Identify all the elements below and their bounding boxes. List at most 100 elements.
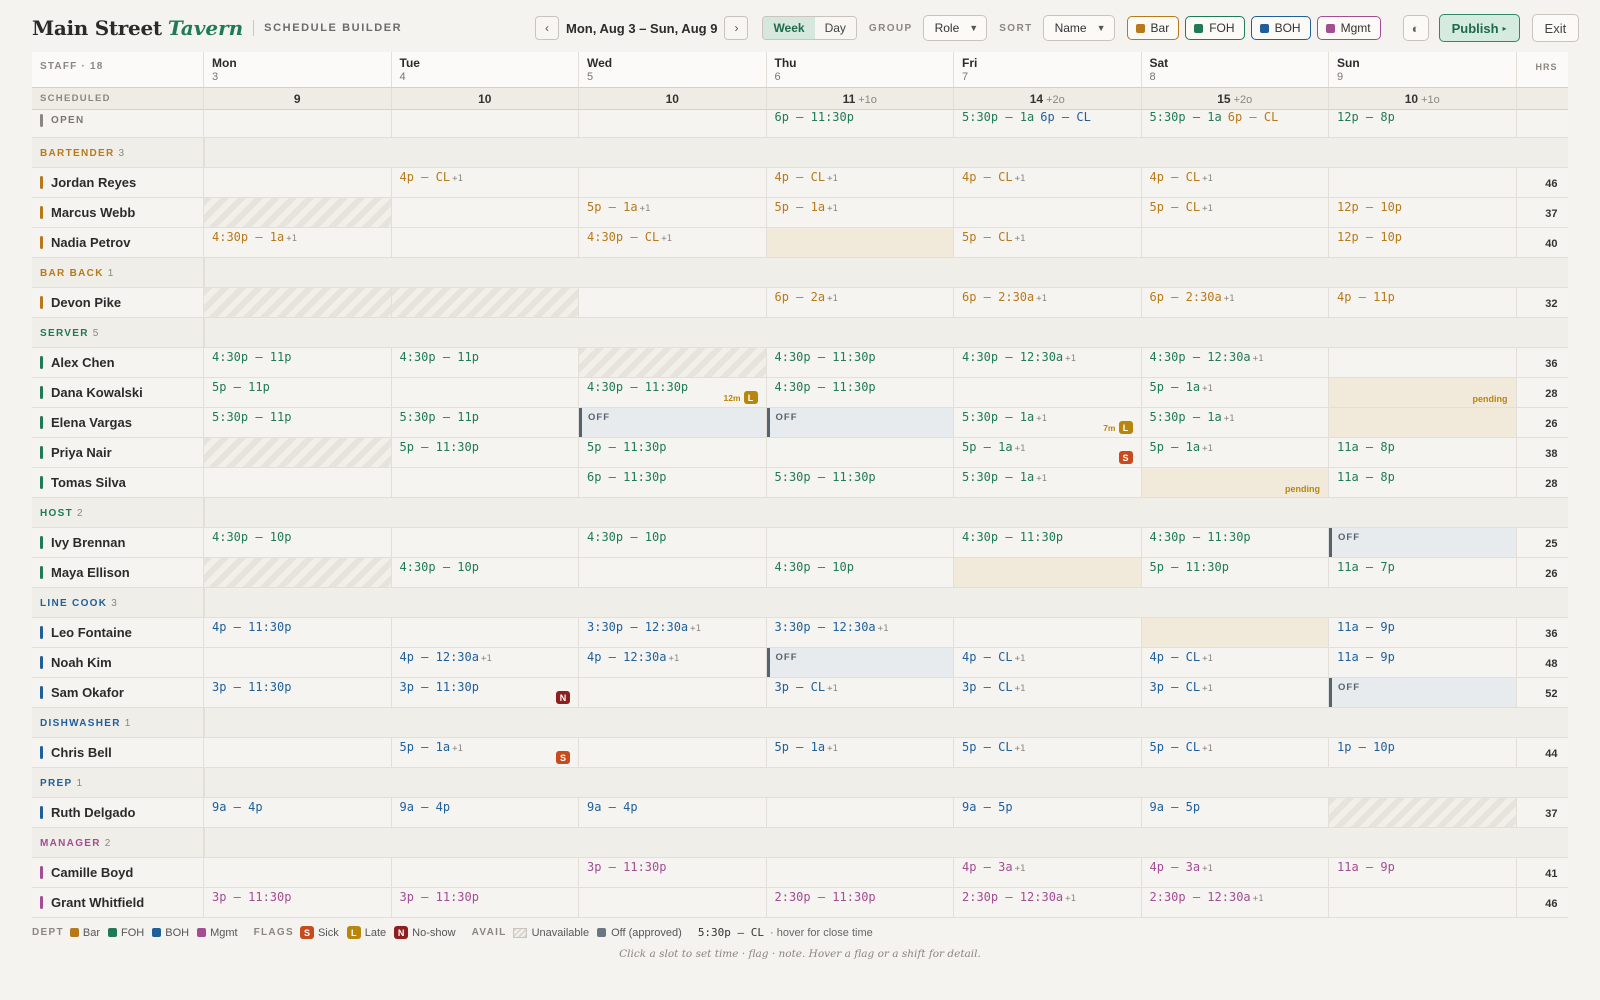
shift-time[interactable]: 2:30p – 12:30a +1 <box>962 890 1076 904</box>
open-shift-cell[interactable] <box>391 110 579 137</box>
shift-slot[interactable]: 3p – 11:30p N <box>391 678 579 707</box>
shift-time[interactable]: 5p – 1a +1 <box>962 440 1025 454</box>
shift-slot[interactable]: OFF <box>579 408 767 437</box>
shift-slot[interactable]: 11a – 8p <box>1329 438 1517 467</box>
shift-time[interactable]: 3p – CL +1 <box>962 680 1025 694</box>
shift-slot[interactable]: 3p – CL +1 <box>1141 678 1329 707</box>
shift-slot[interactable]: 5p – 11:30p <box>579 438 767 467</box>
shift-time[interactable]: 4p – CL +1 <box>775 170 838 184</box>
employee-name-cell[interactable]: Ruth Delgado <box>32 798 204 827</box>
filter-chip-mgmt[interactable]: Mgmt <box>1316 16 1381 40</box>
shift-slot[interactable]: 4:30p – 1a +1 <box>204 228 392 257</box>
shift-slot[interactable]: 5:30p – 1a +1 <box>954 468 1142 497</box>
shift-slot[interactable]: 5p – CL +1 <box>954 228 1142 257</box>
view-day-button[interactable]: Day <box>814 17 856 39</box>
employee-name-cell[interactable]: Jordan Reyes <box>32 168 204 197</box>
shift-time[interactable]: 12p – 10p <box>1337 230 1402 244</box>
shift-slot[interactable]: 5p – 1a +1 S <box>954 438 1142 467</box>
shift-slot[interactable]: 4:30p – 12:30a +1 <box>954 348 1142 377</box>
employee-name-cell[interactable]: Nadia Petrov <box>32 228 204 257</box>
shift-slot[interactable] <box>954 198 1142 227</box>
group-select[interactable]: Role ▼ <box>922 15 988 41</box>
shift-slot[interactable]: 4:30p – 11:30p <box>1141 528 1329 557</box>
shift-slot[interactable]: 2:30p – 12:30a +1 <box>1141 888 1329 917</box>
shift-time[interactable]: 3p – CL +1 <box>775 680 838 694</box>
shift-time[interactable]: 4p – 3a +1 <box>962 860 1025 874</box>
employee-name-cell[interactable]: Grant Whitfield <box>32 888 204 917</box>
employee-name-cell[interactable]: Priya Nair <box>32 438 204 467</box>
shift-time[interactable]: 3p – 11:30p <box>587 860 666 874</box>
open-shift-cell[interactable]: 12p – 8p <box>1329 110 1517 137</box>
shift-time[interactable]: 6p – 2a +1 <box>775 290 838 304</box>
employee-name-cell[interactable]: Ivy Brennan <box>32 528 204 557</box>
shift-time[interactable]: 4:30p – 11:30p <box>1150 530 1251 544</box>
shift-time[interactable]: 3:30p – 12:30a +1 <box>775 620 889 634</box>
shift-time[interactable]: 4p – CL +1 <box>962 170 1025 184</box>
shift-slot[interactable] <box>1329 348 1517 377</box>
employee-name-cell[interactable]: Tomas Silva <box>32 468 204 497</box>
shift-time[interactable]: 9a – 4p <box>587 800 638 814</box>
shift-time[interactable]: 6p – 2:30a +1 <box>962 290 1047 304</box>
shift-slot[interactable]: 4p – 11p <box>1329 288 1517 317</box>
shift-slot[interactable]: 5p – 1a +1 <box>766 738 954 767</box>
shift-slot[interactable]: 4:30p – 11:30p L 12m <box>579 378 767 407</box>
shift-time[interactable]: 5:30p – 1a +1 <box>1150 410 1235 424</box>
shift-time[interactable]: 3:30p – 12:30a +1 <box>587 620 701 634</box>
shift-slot[interactable]: 3p – CL +1 <box>766 678 954 707</box>
shift-slot[interactable] <box>1329 888 1517 917</box>
shift-time[interactable]: 5:30p – 11:30p <box>775 470 876 484</box>
employee-name-cell[interactable]: Alex Chen <box>32 348 204 377</box>
shift-slot[interactable] <box>1141 228 1329 257</box>
shift-time[interactable]: 12p – 10p <box>1337 200 1402 214</box>
shift-slot[interactable]: 6p – 2:30a +1 <box>954 288 1142 317</box>
shift-slot[interactable] <box>204 198 392 227</box>
shift-time[interactable]: 4p – CL +1 <box>400 170 463 184</box>
shift-slot[interactable]: 5p – 11:30p <box>1141 558 1329 587</box>
late-flag-icon[interactable]: L <box>743 391 758 404</box>
employee-name-cell[interactable]: Dana Kowalski <box>32 378 204 407</box>
shift-slot[interactable]: 4:30p – 11:30p <box>954 528 1142 557</box>
shift-time[interactable]: 5:30p – 11p <box>212 410 291 424</box>
shift-slot[interactable] <box>1329 408 1517 437</box>
shift-slot[interactable]: 4p – 3a +1 <box>954 858 1142 887</box>
shift-time[interactable]: 9a – 5p <box>1150 800 1201 814</box>
shift-slot[interactable]: 5p – CL +1 <box>954 738 1142 767</box>
shift-slot[interactable]: 12p – 10p <box>1329 198 1517 227</box>
shift-slot[interactable] <box>391 378 579 407</box>
shift-time[interactable]: 4:30p – 10p <box>400 560 479 574</box>
shift-time[interactable]: 4p – 3a +1 <box>1150 860 1213 874</box>
employee-name-cell[interactable]: Noah Kim <box>32 648 204 677</box>
shift-slot[interactable] <box>391 288 579 317</box>
shift-slot[interactable] <box>766 228 954 257</box>
shift-slot[interactable]: 4p – CL +1 <box>954 168 1142 197</box>
view-week-button[interactable]: Week <box>763 17 815 39</box>
shift-slot[interactable] <box>391 198 579 227</box>
shift-slot[interactable]: 11a – 7p <box>1329 558 1517 587</box>
shift-slot[interactable]: 4p – CL +1 <box>1141 648 1329 677</box>
shift-time[interactable]: 4:30p – 12:30a +1 <box>1150 350 1264 364</box>
shift-time[interactable]: 4:30p – 11:30p <box>962 530 1063 544</box>
shift-time[interactable]: 4:30p – 10p <box>587 530 666 544</box>
shift-slot[interactable]: 4:30p – 10p <box>204 528 392 557</box>
shift-slot[interactable] <box>204 468 392 497</box>
shift-slot[interactable]: 5p – 1a +1 S <box>391 738 579 767</box>
shift-slot[interactable]: 4p – 12:30a +1 <box>391 648 579 677</box>
shift-slot[interactable]: 11a – 8p <box>1329 468 1517 497</box>
exit-button[interactable]: Exit <box>1531 14 1580 42</box>
employee-name-cell[interactable]: Camille Boyd <box>32 858 204 887</box>
shift-slot[interactable] <box>1141 618 1329 647</box>
shift-slot[interactable]: 4:30p – 10p <box>766 558 954 587</box>
shift-slot[interactable] <box>204 288 392 317</box>
day-header-mon[interactable]: Mon 3 <box>204 52 392 87</box>
open-shift-time[interactable]: 5:30p – 1a <box>962 110 1035 124</box>
filter-chip-foh[interactable]: FOH <box>1185 16 1245 40</box>
shift-time[interactable]: 5p – 1a +1 <box>775 200 838 214</box>
shift-slot[interactable]: 5p – 1a +1 <box>579 198 767 227</box>
shift-time[interactable]: 6p – 2:30a +1 <box>1150 290 1235 304</box>
shift-slot[interactable]: 4p – CL +1 <box>766 168 954 197</box>
shift-slot[interactable]: 2:30p – 12:30a +1 <box>954 888 1142 917</box>
shift-slot[interactable]: OFF <box>766 648 954 677</box>
shift-time[interactable]: 4p – CL +1 <box>962 650 1025 664</box>
shift-time[interactable]: 4:30p – 12:30a +1 <box>962 350 1076 364</box>
shift-slot[interactable]: 3p – 11:30p <box>204 888 392 917</box>
